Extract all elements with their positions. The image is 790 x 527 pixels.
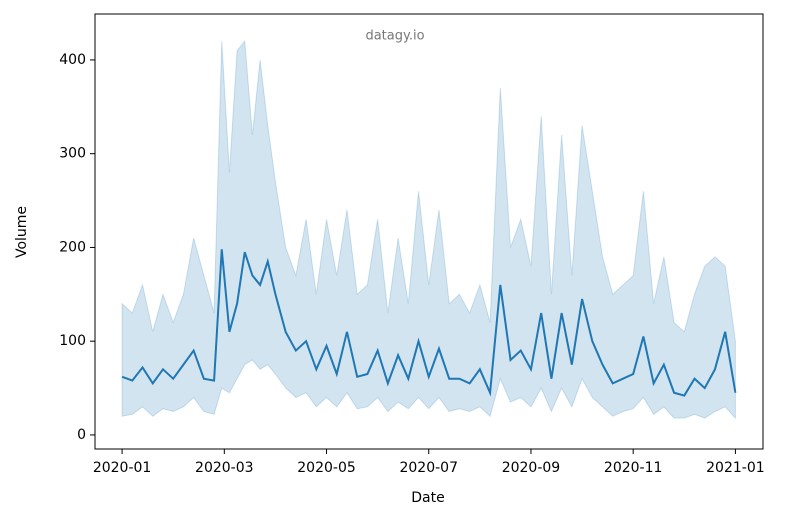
watermark: datagy.io	[365, 29, 424, 44]
x-tick-label: 2021-01	[706, 460, 765, 476]
x-tick-label: 2020-05	[297, 460, 356, 476]
line	[121, 249, 737, 397]
x-tick-label: 2020-11	[604, 460, 663, 476]
y-tick-label: 0	[77, 427, 86, 443]
y-tick-label: 300	[59, 146, 86, 162]
confidence-band	[121, 39, 736, 420]
y-axis-label: Volume	[14, 206, 30, 258]
x-tick-label: 2020-01	[93, 460, 152, 476]
x-tick-label: 2020-03	[195, 460, 254, 476]
x-tick-label: 2020-07	[399, 460, 458, 476]
x-tick-label: 2020-09	[502, 460, 561, 476]
y-tick-label: 400	[59, 52, 86, 68]
y-tick-label: 200	[59, 239, 86, 255]
x-axis-label: Date	[411, 490, 444, 506]
y-tick-label: 100	[59, 333, 86, 349]
